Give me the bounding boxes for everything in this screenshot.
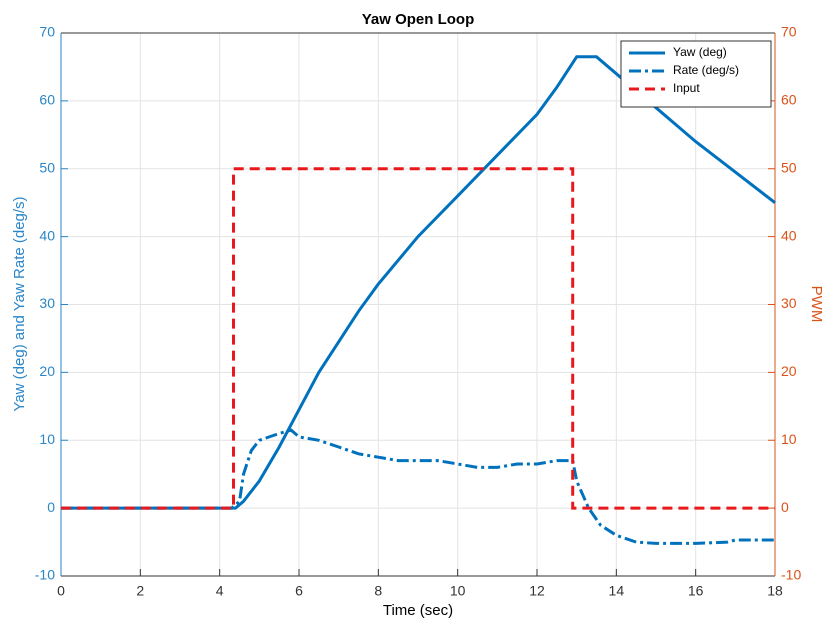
series-line [61,167,775,510]
series-line [61,428,775,545]
y2-tick-label: 20 [781,363,797,379]
y-tick-label: 20 [39,363,55,379]
x-tick-label: 8 [374,583,382,599]
x-tick-label: 18 [767,583,783,599]
x-tick-label: 2 [136,583,144,599]
x-tick-label: 10 [450,583,466,599]
y2-axis-label: PWM [808,286,825,323]
y-tick-label: -10 [35,567,55,583]
y-tick-label: 30 [39,295,55,311]
x-tick-label: 12 [529,583,545,599]
y-tick-label: 10 [39,431,55,447]
y2-tick-label: 10 [781,431,797,447]
y-tick-label: 0 [47,499,55,515]
y-tick-label: 60 [39,92,55,108]
y2-tick-label: 30 [781,295,797,311]
y-tick-label: 50 [39,159,55,175]
y2-tick-label: 50 [781,159,797,175]
x-tick-label: 0 [57,583,65,599]
x-tick-label: 16 [688,583,704,599]
y-axis-label: Yaw (deg) and Yaw Rate (deg/s) [11,196,28,411]
legend-label: Input [673,81,700,95]
y2-tick-label: 0 [781,499,789,515]
legend-label: Rate (deg/s) [673,63,739,77]
chart-title: Yaw Open Loop [362,11,475,28]
legend-label: Yaw (deg) [673,45,727,59]
y-tick-label: 70 [39,24,55,40]
y-tick-label: 40 [39,227,55,243]
y2-tick-label: 70 [781,24,797,40]
x-tick-label: 6 [295,583,303,599]
y2-tick-label: -10 [781,567,801,583]
x-tick-label: 4 [216,583,224,599]
y2-tick-label: 60 [781,92,797,108]
x-tick-label: 14 [609,583,625,599]
y2-tick-label: 40 [781,227,797,243]
x-axis-label: Time (sec) [383,602,453,619]
